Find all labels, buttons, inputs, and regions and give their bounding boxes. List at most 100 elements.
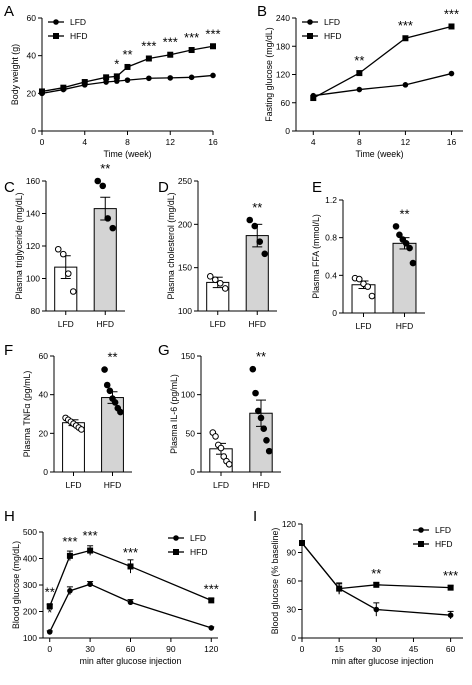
significance-mark: ** [399,206,409,221]
x-tick-label: 16 [208,137,218,147]
panel-letter: A [4,3,14,20]
y-tick-label: 1.2 [325,195,337,205]
panel-a: A 0 4 8 12 16 Time (week) 0 20 40 60 Body weight (g… [4,3,221,159]
legend-marker [173,549,179,555]
significance-mark: ** [122,47,132,62]
significance-mark: ** [354,53,364,68]
y-tick-label: 180 [276,41,290,51]
data-point-lfd [46,629,53,635]
x-axis-title: min after glucose injection [80,656,182,666]
data-point-lfd [216,279,224,287]
x-tick-label: 0 [47,644,52,654]
x-tick-label: HFD [97,319,114,329]
data-point-lfd [373,606,380,613]
significance-mark: ** [107,350,117,365]
data-point-lfd [54,245,62,253]
data-point-lfd [221,285,229,292]
data-point-lfd [448,70,455,77]
legend-marker [418,527,424,533]
y-tick-label: 30 [287,605,297,615]
data-point-hfd [99,182,107,190]
panel-letter: E [312,179,322,196]
x-tick-label: 60 [446,644,456,654]
y-axis-title: Plasma triglyceride (mg/dL) [14,192,24,299]
data-point-hfd [402,240,410,247]
data-point-lfd [447,612,454,618]
data-point-hfd [103,381,111,389]
x-tick-label: 60 [126,644,136,654]
data-point-lfd [364,283,372,290]
x-tick-label: LFD [210,319,226,329]
x-tick-label: 15 [334,644,344,654]
x-tick-label: HFD [104,480,121,490]
x-tick-label: 8 [357,137,362,147]
data-point-hfd [127,563,134,570]
legend-marker [53,33,59,39]
y-tick-label: 0.4 [325,270,337,280]
panel-i: I 0 15 30 45 60 min after glucose injection 0 30… [253,508,463,666]
data-point-hfd [261,250,269,258]
data-point-hfd [167,51,174,58]
data-point-lfd [127,599,134,606]
y-tick-label: 100 [181,390,195,400]
significance-mark: *** [184,30,199,45]
data-point-hfd [406,244,413,252]
bar-hfd [93,208,117,312]
data-point-lfd [356,86,363,93]
y-tick-label: 0.8 [325,233,337,243]
legend-label: HFD [190,547,207,557]
data-point-lfd [87,581,93,588]
data-point-lfd [217,444,225,452]
y-tick-label: 60 [27,13,37,23]
x-tick-label: 30 [85,644,95,654]
x-tick-label: 4 [82,137,87,147]
data-point-hfd [252,389,259,397]
data-point-hfd [208,597,215,604]
x-tick-label: 4 [311,137,316,147]
bar-hfd [392,242,417,314]
significance-mark: *** [204,581,219,596]
legend-marker [307,19,313,25]
y-tick-label: 20 [27,88,37,98]
y-tick-label: 120 [282,519,296,529]
data-point-lfd [211,276,219,284]
data-point-hfd [94,177,102,185]
panel-letter: H [4,508,15,525]
x-axis-title: Time (week) [103,149,151,159]
panel-letter: D [158,179,169,196]
data-point-lfd [210,72,216,79]
x-axis-title: min after glucose injection [332,656,434,666]
data-point-hfd [104,215,112,222]
y-tick-label: 200 [178,219,192,229]
y-axis-title: Plasma TNFα (pg/mL) [22,371,32,458]
y-axis-title: Body weight (g) [10,44,20,105]
y-tick-label: 60 [287,576,297,586]
data-point-hfd [60,84,67,91]
significance-mark: *** [163,35,178,50]
data-point-hfd [111,399,119,406]
data-point-hfd [396,231,403,239]
y-tick-label: 400 [23,554,37,564]
x-tick-label: 45 [409,644,419,654]
legend-marker [307,33,313,39]
y-axis-title: Plasma cholesterol (mg/dL) [166,192,176,299]
x-tick-label: 12 [166,137,176,147]
data-point-hfd [447,584,454,591]
significance-mark: *** [141,38,156,53]
significance-mark: *** [83,528,98,543]
series-line-lfd [313,72,452,97]
y-tick-label: 300 [23,580,37,590]
panel-h: H 0 30 60 90 120 min after glucose injection 10… [4,508,219,666]
data-point-lfd [69,288,77,295]
data-point-hfd [265,447,273,455]
y-axis-title: Blood glucose (% baseline) [270,528,280,635]
y-tick-label: 240 [276,13,290,23]
data-point-hfd [188,47,195,54]
legend-marker [53,19,59,25]
x-tick-label: LFD [213,480,229,490]
y-tick-label: 100 [178,306,192,316]
data-point-lfd [167,75,174,81]
y-tick-label: 120 [26,241,40,251]
